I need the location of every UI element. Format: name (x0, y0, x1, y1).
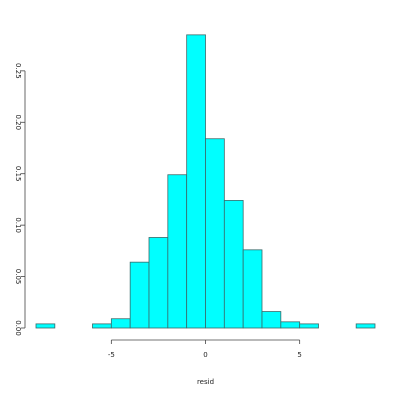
x-axis-title: resid (197, 378, 214, 386)
y-tick-label: 0.25 (14, 63, 22, 79)
histogram-bar (148, 237, 169, 329)
histogram-bar (167, 174, 188, 329)
histogram-bars (35, 34, 376, 329)
histogram-bar (355, 323, 376, 329)
histogram-bar (129, 261, 150, 329)
y-tick-label: 0.15 (14, 166, 22, 182)
histogram-bar (223, 200, 244, 329)
histogram-bar (205, 138, 225, 329)
histogram-bar (110, 318, 131, 329)
histogram-bar (299, 323, 319, 329)
x-tick-label: -5 (108, 351, 115, 359)
histogram-bar (280, 321, 301, 329)
y-tick-label: 0.05 (14, 269, 22, 285)
y-tick-label: 0.00 (14, 320, 22, 336)
histogram-bar (35, 323, 56, 329)
x-axis: -5 0 5 (108, 339, 302, 359)
y-axis: 0.00 0.05 0.10 0.15 0.20 0.25 (14, 63, 26, 336)
histogram-bar (261, 311, 282, 329)
histogram-bar (186, 34, 206, 329)
x-tick-label: 0 (203, 351, 207, 359)
histogram-bar (92, 323, 112, 329)
y-tick-label: 0.20 (14, 114, 22, 130)
histogram-bar (242, 249, 263, 329)
y-tick-label: 0.10 (14, 217, 22, 233)
x-tick-label: 5 (297, 351, 301, 359)
